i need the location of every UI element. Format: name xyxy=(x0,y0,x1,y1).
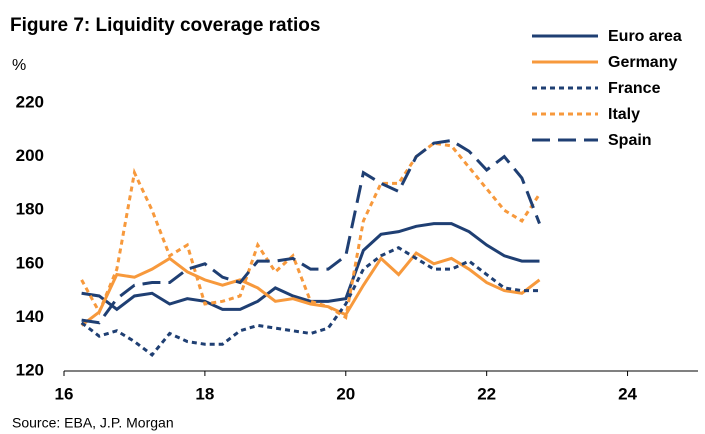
series-line xyxy=(80,251,541,327)
series-line xyxy=(80,246,540,357)
legend-label: Germany xyxy=(608,54,677,71)
series-line xyxy=(81,222,540,312)
series-line xyxy=(81,138,541,325)
y-axis-label: % xyxy=(12,57,26,74)
x-tick-label: 18 xyxy=(195,384,214,403)
y-tick-label: 120 xyxy=(16,360,44,379)
legend-label: Euro area xyxy=(608,28,682,45)
y-tick-label: 160 xyxy=(16,253,44,272)
legend-label: France xyxy=(608,80,661,97)
y-tick-label: 220 xyxy=(16,92,44,111)
y-tick-label: 200 xyxy=(16,146,44,165)
chart-title: Figure 7: Liquidity coverage ratios xyxy=(10,15,320,36)
x-tick-label: 22 xyxy=(477,384,496,403)
legend-label: Spain xyxy=(608,132,652,149)
x-tick-label: 24 xyxy=(618,384,637,403)
y-tick-label: 140 xyxy=(16,307,44,326)
y-tick-label: 180 xyxy=(16,200,44,219)
series-line xyxy=(80,141,541,320)
source-note: Source: EBA, J.P. Morgan xyxy=(12,415,174,431)
legend-label: Italy xyxy=(608,106,640,123)
x-tick-label: 20 xyxy=(336,384,355,403)
x-tick-label: 16 xyxy=(55,384,74,403)
